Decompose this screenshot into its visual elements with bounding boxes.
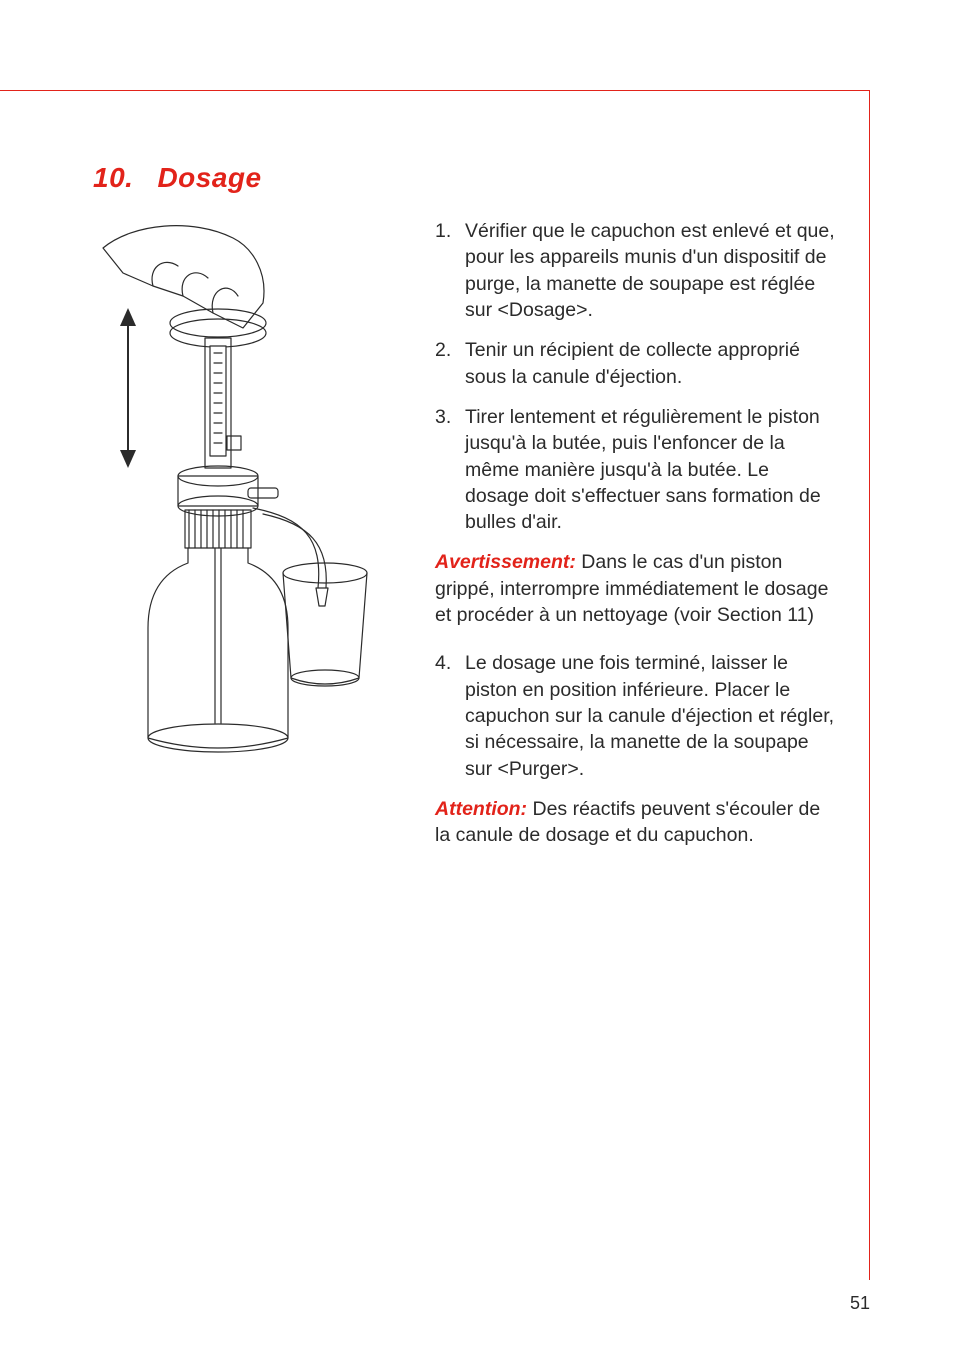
- step-item: 4. Le dosage une fois terminé, laisser l…: [435, 650, 835, 782]
- dispenser-svg: [93, 218, 409, 758]
- step-item: 2. Tenir un récipient de collecte approp…: [435, 337, 835, 390]
- step-number: 1.: [435, 218, 465, 323]
- steps-list-b: 4. Le dosage une fois terminé, laisser l…: [435, 650, 835, 782]
- heading-number: 10.: [93, 162, 133, 193]
- instruction-column: 1. Vérifier que le capuchon est enlevé e…: [435, 218, 835, 871]
- page: 10. Dosage: [0, 0, 954, 1354]
- step-text: Tenir un récipient de collecte approprié…: [465, 337, 835, 390]
- heading-title: Dosage: [157, 162, 261, 193]
- step-number: 2.: [435, 337, 465, 390]
- steps-list-a: 1. Vérifier que le capuchon est enlevé e…: [435, 218, 835, 535]
- warning-label: Avertissement:: [435, 551, 576, 573]
- step-text: Le dosage une fois terminé, laisser le p…: [465, 650, 835, 782]
- step-item: 1. Vérifier que le capuchon est enlevé e…: [435, 218, 835, 323]
- frame-right-rule: [869, 90, 870, 1280]
- frame-top-rule: [0, 90, 870, 91]
- warning-note: Avertissement: Dans le cas d'un piston g…: [435, 549, 835, 628]
- attention-label: Attention:: [435, 798, 527, 820]
- attention-note: Attention: Des réactifs peuvent s'écoule…: [435, 796, 835, 849]
- step-number: 3.: [435, 404, 465, 536]
- step-text: Vérifier que le capuchon est enlevé et q…: [465, 218, 835, 323]
- page-number: 51: [850, 1293, 870, 1314]
- step-text: Tirer lentement et régulièrement le pist…: [465, 404, 835, 536]
- dispenser-illustration: [93, 218, 409, 758]
- step-number: 4.: [435, 650, 465, 782]
- step-item: 3. Tirer lentement et régulièrement le p…: [435, 404, 835, 536]
- section-heading: 10. Dosage: [93, 162, 262, 194]
